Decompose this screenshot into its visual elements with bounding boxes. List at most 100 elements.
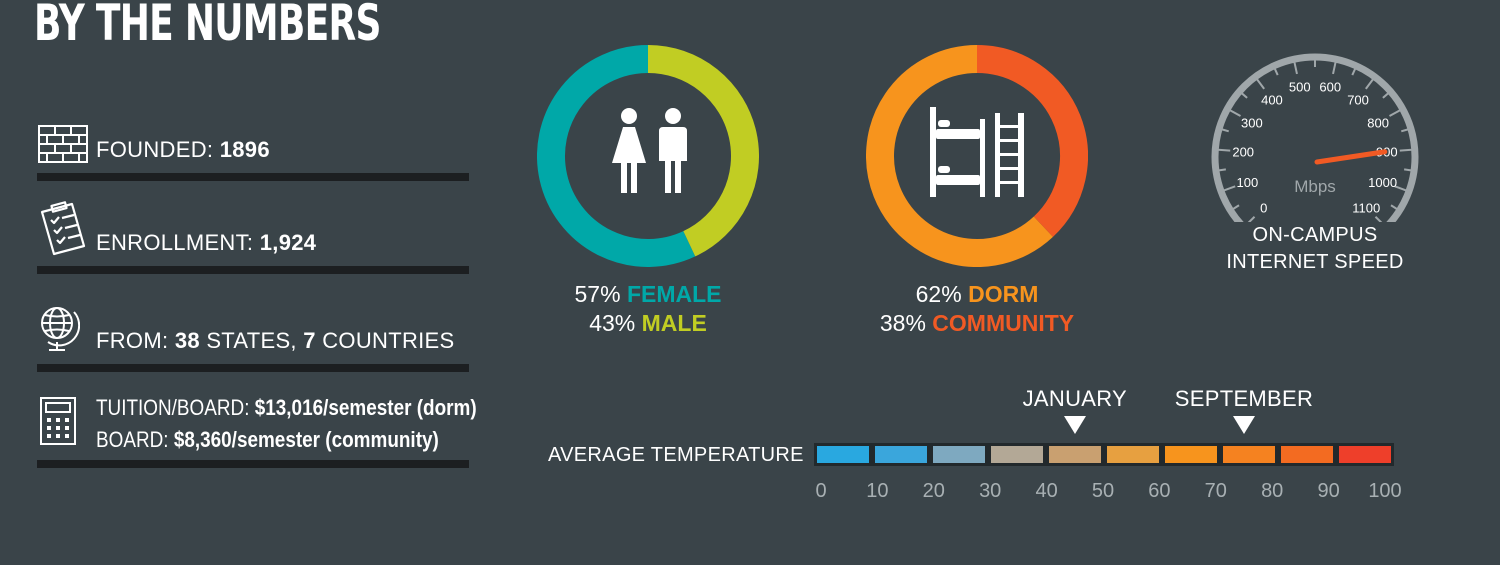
gauge-tick xyxy=(1399,148,1412,152)
origin-fact: FROM: 38 STATES, 7 COUNTRIES xyxy=(96,328,455,354)
temperature-scale: 0 10 20 30 40 50 60 70 80 90 100 xyxy=(0,480,1500,510)
clipboard-checklist-icon xyxy=(40,201,86,256)
temperature-tick: 90 xyxy=(1317,480,1340,502)
founded-value: 1896 xyxy=(219,137,270,162)
speed-caption: ON-CAMPUS INTERNET SPEED xyxy=(1205,222,1425,276)
temperature-tick: 70 xyxy=(1204,480,1227,502)
temperature-tick: 0 xyxy=(815,480,827,502)
female-segment xyxy=(537,45,696,267)
enrollment-fact: ENROLLMENT: 1,924 xyxy=(96,230,316,256)
divider xyxy=(37,266,469,274)
male-segment xyxy=(647,45,759,257)
september-label: SEPTEMBER xyxy=(1174,386,1314,411)
divider xyxy=(37,364,469,372)
gauge-tick-label: 600 xyxy=(1319,80,1341,95)
gauge-tick xyxy=(1390,204,1398,210)
speed-label-line2: INTERNET SPEED xyxy=(1226,251,1404,273)
gauge-tick xyxy=(1400,128,1409,133)
gauge-tick-label: 1000 xyxy=(1368,175,1397,190)
countries-count: 7 xyxy=(303,328,316,353)
gauge-tick xyxy=(1374,216,1383,222)
founded-label: FOUNDED: xyxy=(96,137,214,162)
temperature-segment xyxy=(991,446,1043,463)
housing-legend: 62% DORM 38% COMMUNITY xyxy=(877,280,1077,338)
gauge-tick-label: 300 xyxy=(1241,115,1263,130)
gauge-tick xyxy=(1221,128,1230,133)
gauge-tick xyxy=(1394,185,1407,192)
gauge-tick xyxy=(1247,216,1256,222)
gauge-tick xyxy=(1293,61,1298,75)
housing-donut xyxy=(866,45,1088,267)
gauge-tick xyxy=(1241,92,1248,99)
female-percent: 57% xyxy=(574,281,621,307)
temperature-segment xyxy=(1107,446,1159,463)
temperature-segment xyxy=(1223,446,1275,463)
temperature-tick: 100 xyxy=(1368,480,1402,502)
temperature-segment xyxy=(817,446,869,463)
gauge-tick-label: 200 xyxy=(1232,145,1254,160)
female-label: FEMALE xyxy=(626,281,722,307)
gauge-tick xyxy=(1218,168,1226,172)
temperature-segment xyxy=(1339,446,1391,463)
temperature-tick: 30 xyxy=(979,480,1002,502)
gauge-tick xyxy=(1229,109,1241,117)
calculator-icon xyxy=(40,397,76,445)
gauge-tick xyxy=(1332,61,1337,75)
community-segment xyxy=(976,45,1088,237)
gauge-tick-label: 100 xyxy=(1237,175,1259,190)
gauge-tick xyxy=(1218,148,1231,152)
community-percent: 38% xyxy=(879,310,926,336)
january-marker-icon xyxy=(1063,416,1086,434)
temperature-tick: 60 xyxy=(1148,480,1171,502)
gauge-tick-label: 0 xyxy=(1260,201,1267,216)
speed-needle xyxy=(1314,149,1388,165)
temperature-segment xyxy=(1281,446,1333,463)
gauge-tick-label: 1100 xyxy=(1352,201,1380,216)
gauge-tick xyxy=(1365,78,1374,90)
gauge-arc xyxy=(1211,53,1419,222)
gauge-tick xyxy=(1273,68,1279,76)
gauge-tick-label: 500 xyxy=(1289,80,1311,95)
tuition-label: TUITION/BOARD: xyxy=(96,395,250,420)
dorm-percent: 62% xyxy=(915,281,962,307)
speed-label-line1: ON-CAMPUS xyxy=(1252,224,1378,246)
enrollment-value: 1,924 xyxy=(259,230,317,255)
states-word: STATES, xyxy=(206,328,297,353)
dorm-segment xyxy=(866,45,1053,267)
board-value: $8,360/semester (community) xyxy=(173,427,439,452)
gauge-tick xyxy=(1382,92,1389,99)
temperature-segment xyxy=(933,446,985,463)
dorm-label: DORM xyxy=(968,281,1039,307)
temperature-segment xyxy=(1165,446,1217,463)
globe-icon xyxy=(41,307,80,351)
gauge-tick xyxy=(1404,168,1412,172)
states-count: 38 xyxy=(174,328,200,353)
divider xyxy=(37,460,469,468)
tuition-fact: TUITION/BOARD: $13,016/semester (dorm) B… xyxy=(96,392,477,456)
temperature-title: AVERAGE TEMPERATURE xyxy=(548,444,804,466)
male-percent: 43% xyxy=(589,310,636,336)
gender-legend: 57% FEMALE 43% MALE xyxy=(548,280,748,338)
speed-unit: Mbps xyxy=(1294,177,1336,196)
temperature-segment xyxy=(1049,446,1101,463)
male-label: MALE xyxy=(641,310,707,336)
bunk-bed-icon xyxy=(930,107,1024,197)
tuition-value: $13,016/semester (dorm) xyxy=(254,395,477,420)
gauge-tick xyxy=(1351,68,1357,76)
temperature-tick: 20 xyxy=(922,480,945,502)
temperature-tick: 50 xyxy=(1091,480,1115,502)
temperature-tick: 10 xyxy=(866,480,889,502)
gauge-tick-label: 400 xyxy=(1261,92,1283,107)
female-male-icon xyxy=(612,108,687,193)
temperature-bar xyxy=(814,443,1394,466)
enrollment-label: ENROLLMENT: xyxy=(96,230,254,255)
gauge-tick-label: 700 xyxy=(1347,92,1369,107)
origin-label: FROM: xyxy=(96,328,169,353)
board-label: BOARD: xyxy=(96,427,169,452)
brick-wall-icon xyxy=(38,125,88,163)
gauge-tick xyxy=(1232,204,1240,210)
temperature-tick: 80 xyxy=(1261,480,1284,502)
gauge-tick xyxy=(1256,78,1265,90)
